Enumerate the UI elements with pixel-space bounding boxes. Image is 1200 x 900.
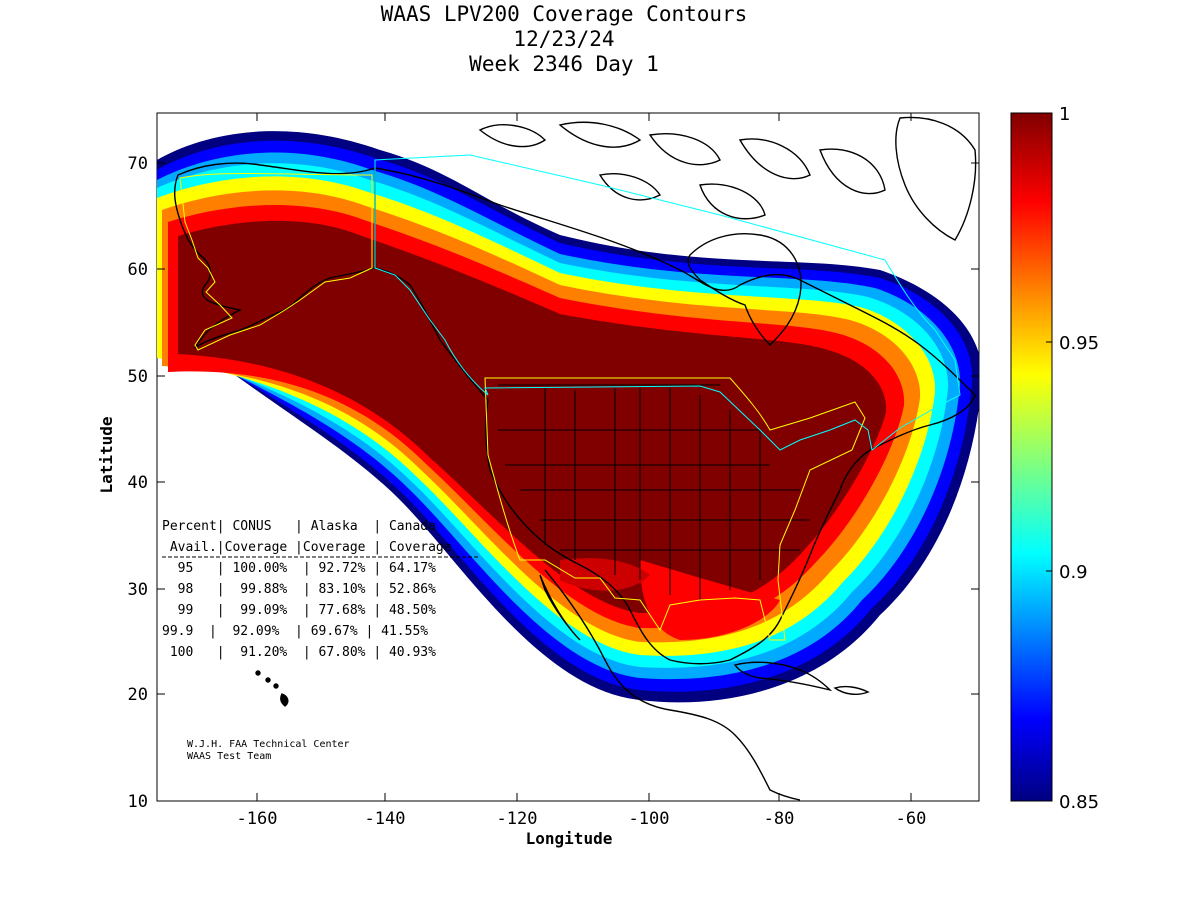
table-row: 99.9 | 92.09% | 69.67% | 41.55%: [162, 624, 428, 639]
colorbar-tick-marks: [1046, 112, 1052, 802]
coastline-arctic-7: [699, 183, 766, 220]
table-rows: 95 | 100.00% | 92.72% | 64.17% 98 | 99.8…: [162, 561, 436, 660]
colorbar: [1010, 112, 1053, 802]
conus-service-area: [484, 377, 866, 641]
island-hawaii-4: [280, 693, 289, 707]
coastline-arctic-3: [648, 133, 721, 166]
alaska-service-area: [179, 172, 373, 351]
island-hawaii-3: [273, 683, 279, 689]
contour-band-100: [178, 220, 887, 614]
chart-week-day: Week 2346 Day 1: [469, 52, 659, 76]
x-tick-label: -120: [497, 809, 538, 829]
coastline-baja: [539, 574, 581, 641]
table-header-1: Percent| CONUS | Alaska | Canada: [162, 519, 436, 534]
coastline-cuba: [733, 661, 833, 692]
chart-title: WAAS LPV200 Coverage Contours: [380, 2, 748, 26]
x-tick-label: -60: [896, 809, 927, 829]
colorbar-tick-label: 0.9: [1059, 562, 1088, 583]
coastline-arctic-4: [738, 138, 811, 180]
table-header-2: Avail.|Coverage |Coverage | Coverage: [162, 540, 452, 555]
x-tick-label: -100: [629, 809, 670, 829]
coastline-arctic-5: [819, 148, 886, 195]
coastline-hispaniola: [833, 685, 870, 696]
state-boundaries: [498, 384, 810, 600]
table-row: 99 | 99.09% | 77.68% | 48.50%: [162, 603, 436, 618]
canada-service-area: [374, 154, 961, 451]
contour-field: [157, 131, 979, 703]
coastline-arctic-1: [478, 124, 547, 148]
table-row: 95 | 100.00% | 92.72% | 64.17%: [162, 561, 436, 576]
coastline-alaska: [173, 162, 376, 349]
contour-patch-gulf: [640, 560, 780, 640]
island-hawaii-2: [265, 677, 271, 683]
x-axis-label: Longitude: [526, 829, 613, 848]
y-tick-label: 60: [128, 260, 148, 280]
axis-tick-marks: [157, 113, 979, 802]
coastline-mexico: [544, 569, 801, 801]
colorbar-tick-label: 0.95: [1059, 333, 1099, 354]
coverage-table: Percent| CONUS | Alaska | Canada Avail.|…: [162, 519, 480, 660]
chart-date: 12/23/24: [513, 27, 615, 51]
y-tick-label: 50: [128, 367, 148, 387]
coastline-hudson-bay: [687, 233, 802, 346]
y-tick-label: 70: [128, 154, 148, 174]
coastline-greenland: [895, 116, 977, 241]
colorbar-tick-label: 1: [1059, 104, 1070, 125]
coastline-arctic-6: [598, 173, 662, 201]
x-tick-label: -160: [237, 809, 278, 829]
table-row: 100 | 91.20% | 67.80% | 40.93%: [162, 645, 436, 660]
table-row: 98 | 99.88% | 83.10% | 52.86%: [162, 582, 436, 597]
island-hawaii-1: [255, 670, 261, 676]
colorbar-tick-label: 0.85: [1059, 792, 1099, 813]
x-tick-label: -80: [764, 809, 795, 829]
coastline-arctic-2: [558, 121, 642, 148]
credit-line-1: W.J.H. FAA Technical Center: [187, 739, 350, 750]
y-tick-label: 10: [128, 792, 148, 812]
y-tick-label: 20: [128, 685, 148, 705]
credit-line-2: WAAS Test Team: [187, 751, 271, 762]
y-tick-label: 40: [128, 473, 148, 493]
y-tick-label: 30: [128, 580, 148, 600]
y-axis-label: Latitude: [97, 416, 116, 493]
coastlines: [173, 116, 977, 801]
coastline-north: [374, 167, 976, 665]
service-areas: [179, 154, 961, 641]
x-tick-label: -140: [365, 809, 406, 829]
